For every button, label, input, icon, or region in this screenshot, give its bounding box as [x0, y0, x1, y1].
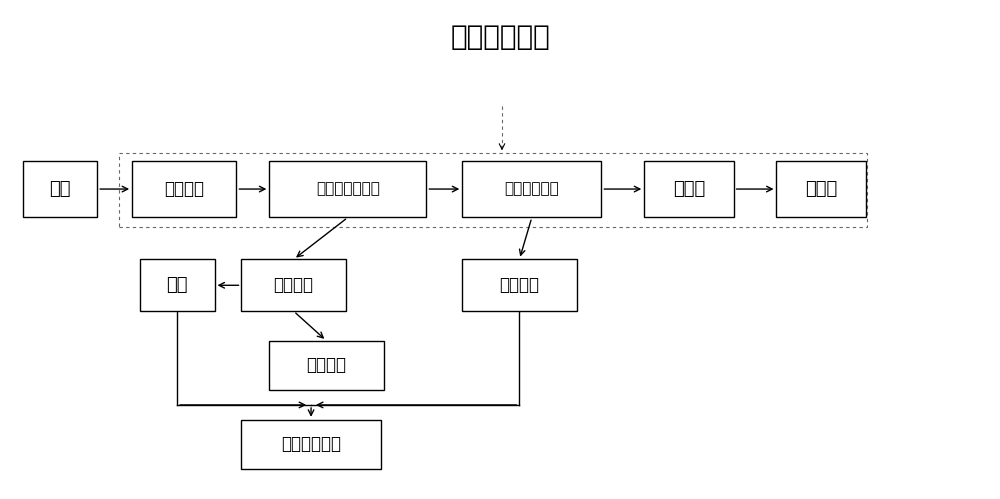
Bar — [462, 259, 577, 311]
Bar — [241, 259, 346, 311]
Bar — [776, 161, 866, 218]
Bar — [269, 161, 426, 218]
Bar — [644, 161, 734, 218]
Text: 冷却装置: 冷却装置 — [274, 276, 314, 294]
Text: 烟气取样装置: 烟气取样装置 — [450, 23, 550, 51]
Text: 流量计: 流量计 — [673, 180, 705, 198]
Text: 余气收集装置: 余气收集装置 — [504, 182, 559, 197]
Bar — [119, 153, 867, 228]
Bar — [269, 341, 384, 390]
Text: 冷凝液收集装置: 冷凝液收集装置 — [316, 182, 380, 197]
Bar — [132, 161, 236, 218]
Text: 冷却装置: 冷却装置 — [164, 180, 204, 198]
Text: 化验: 化验 — [167, 276, 188, 294]
Bar — [140, 259, 215, 311]
Text: 真空泵: 真空泵 — [805, 180, 837, 198]
Bar — [241, 420, 381, 469]
Bar — [23, 161, 97, 218]
Text: 烟气: 烟气 — [49, 180, 71, 198]
Text: 处理化验: 处理化验 — [306, 356, 346, 374]
Bar — [462, 161, 601, 218]
Text: 处理化验: 处理化验 — [499, 276, 539, 294]
Text: 数据分析反馈: 数据分析反馈 — [281, 436, 341, 454]
